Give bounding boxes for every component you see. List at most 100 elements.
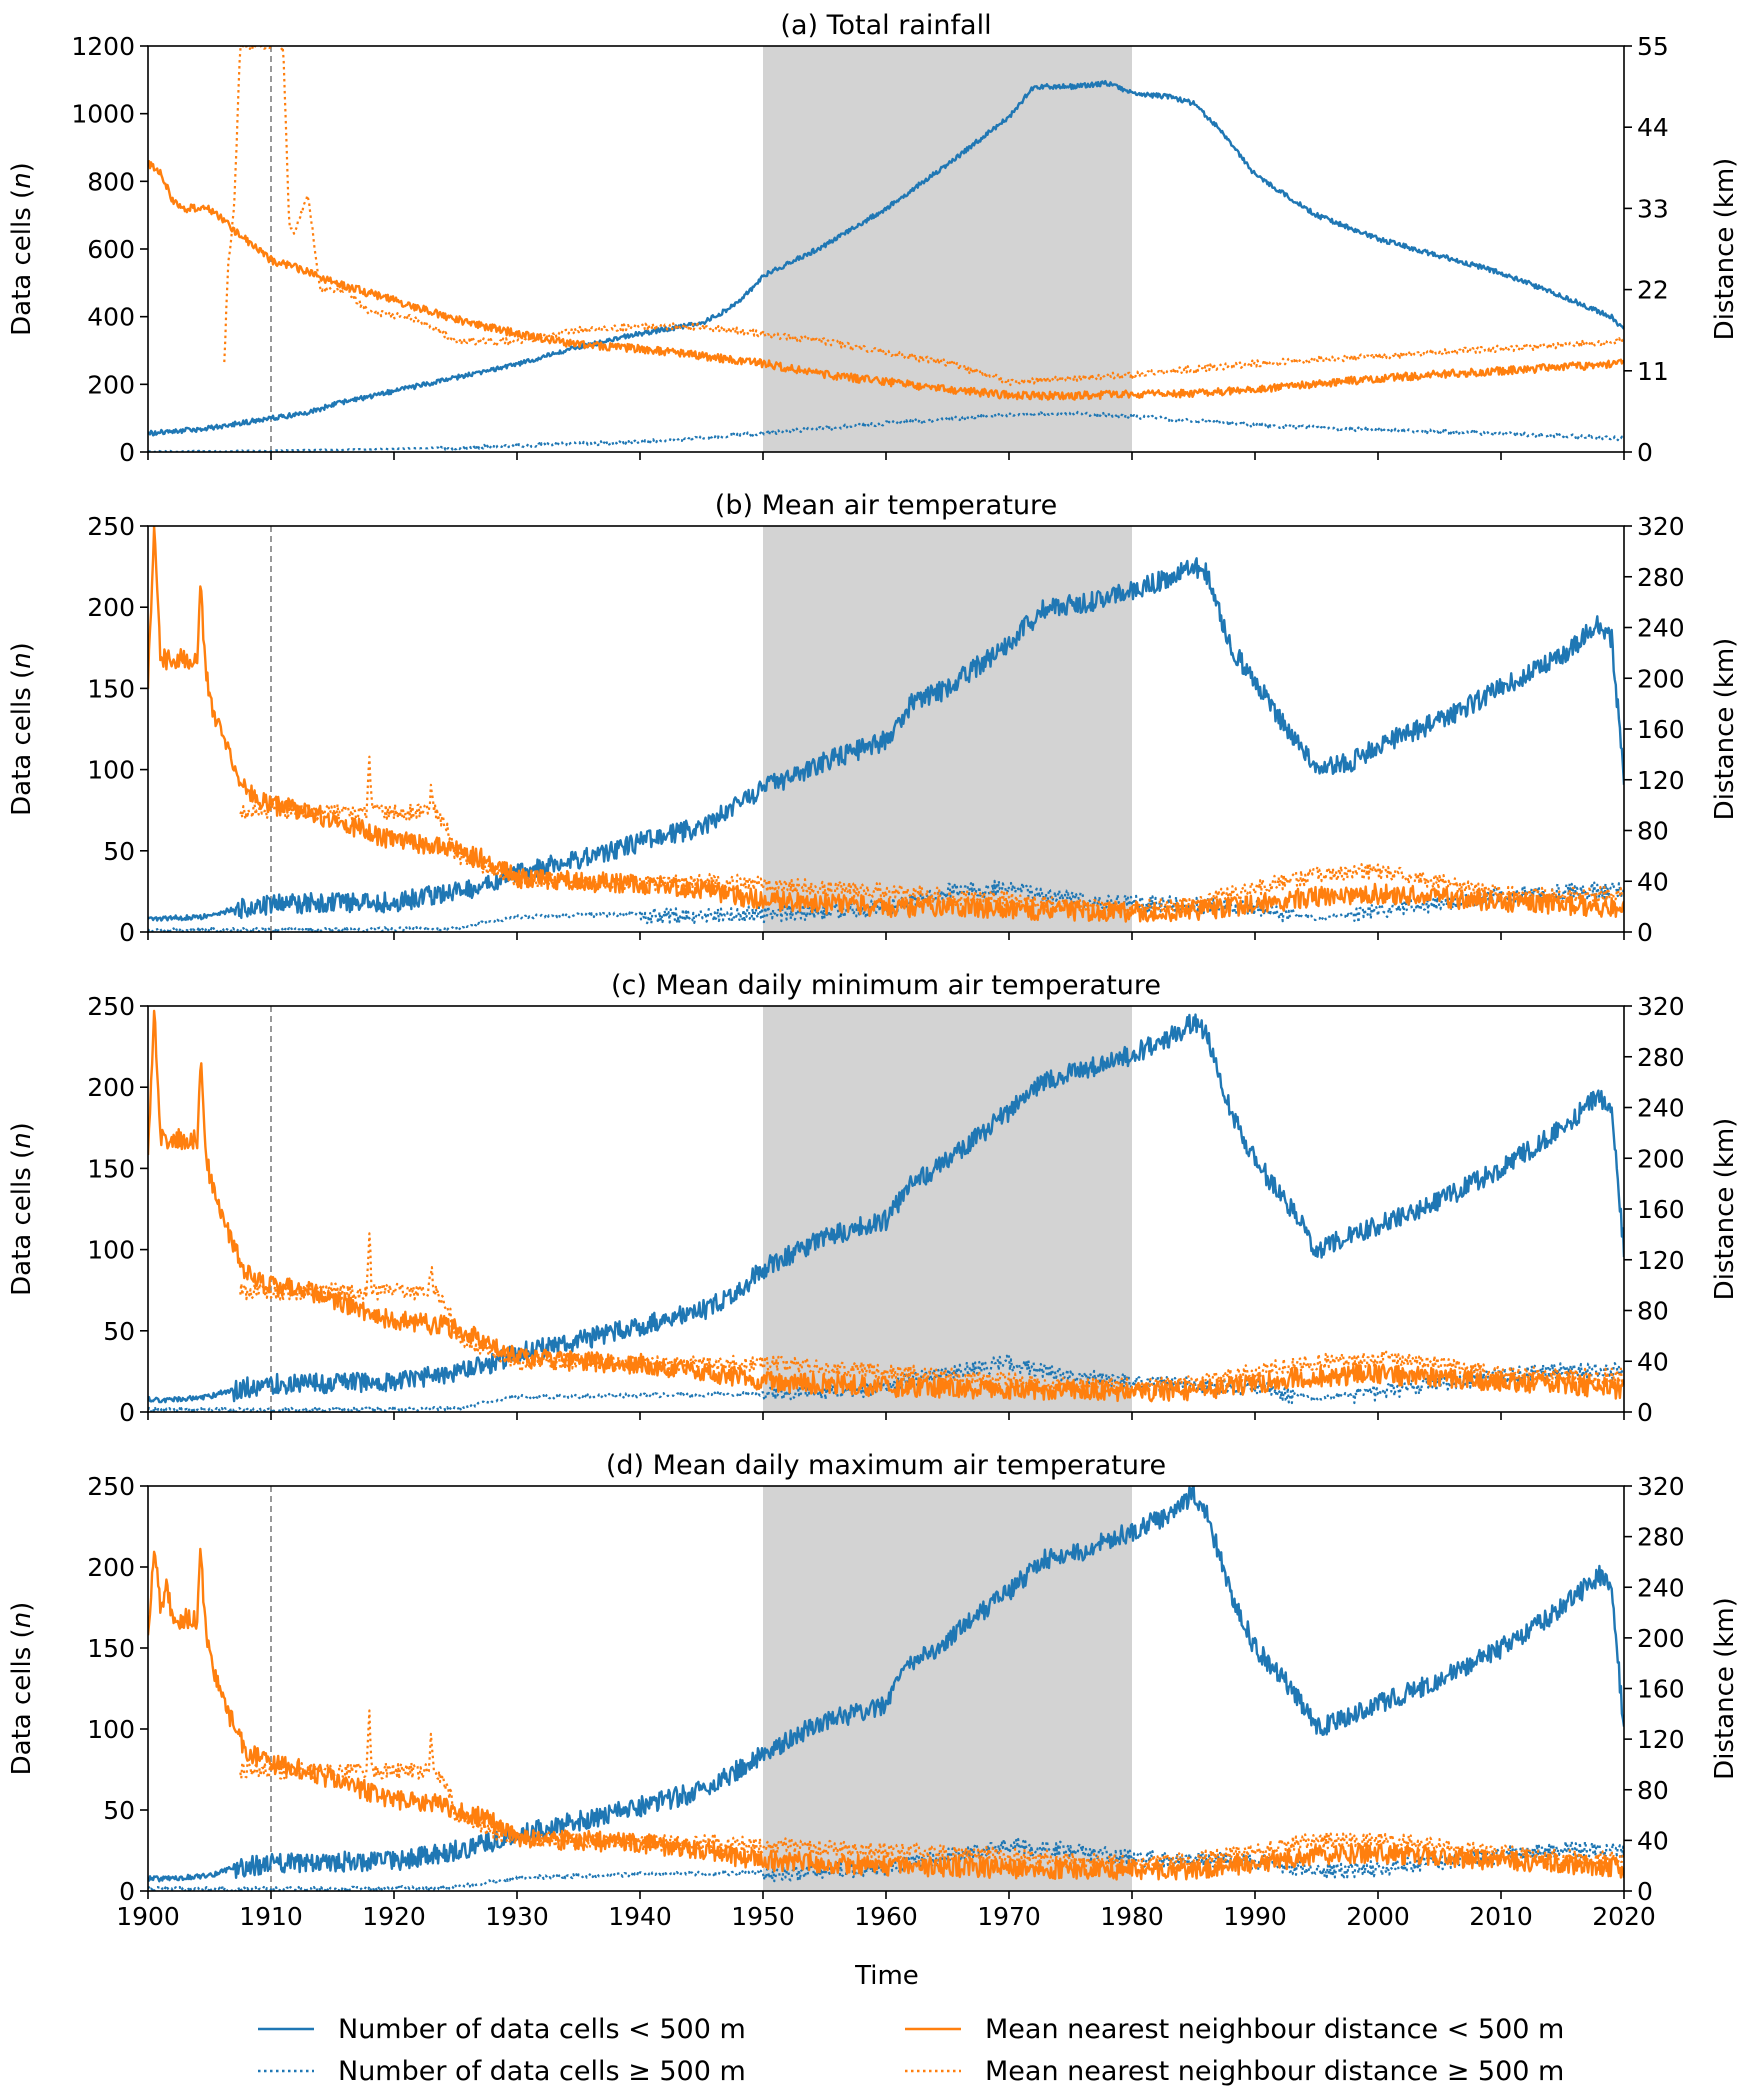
y-tick-label: 0 bbox=[119, 438, 135, 467]
y-tick-label: 200 bbox=[87, 370, 135, 399]
shaded-period bbox=[763, 526, 1132, 932]
y-right-tick-label: 320 bbox=[1637, 512, 1685, 541]
y-tick-label: 600 bbox=[87, 235, 135, 264]
legend-label-4: Mean nearest neighbour distance ≥ 500 m bbox=[985, 2056, 1564, 2086]
y-tick-label: 150 bbox=[87, 1634, 135, 1663]
y-tick-label: 1000 bbox=[71, 100, 135, 129]
series-line-1 bbox=[148, 1013, 1624, 1404]
y-right-tick-label: 200 bbox=[1637, 664, 1685, 693]
shaded-period bbox=[763, 46, 1132, 452]
y-right-tick-label: 240 bbox=[1637, 614, 1685, 643]
x-tick-label: 2000 bbox=[1346, 1902, 1410, 1931]
panel-title: (b) Mean air temperature bbox=[715, 490, 1057, 521]
x-tick-label: 2020 bbox=[1592, 1902, 1656, 1931]
series-line-3 bbox=[148, 526, 1624, 923]
y-right-tick-label: 22 bbox=[1637, 276, 1669, 305]
y-right-tick-label: 0 bbox=[1637, 1877, 1653, 1906]
x-tick-label: 1950 bbox=[731, 1902, 795, 1931]
panels: (a) Total rainfall0200400600800100012000… bbox=[7, 10, 1740, 1931]
series-line-4 bbox=[239, 1709, 1624, 1872]
panel-b: (b) Mean air temperature 0 50 100 150 200 250 0… bbox=[7, 490, 1740, 947]
y-right-tick-label: 40 bbox=[1637, 867, 1669, 896]
y-axis-label-right: Distance (km) bbox=[1710, 1597, 1740, 1780]
y-axis-label: Data cells (n) bbox=[7, 1122, 37, 1296]
panel-title: (d) Mean daily maximum air temperature bbox=[606, 1450, 1166, 1481]
legend-label-1: Number of data cells < 500 m bbox=[338, 2014, 746, 2045]
y-tick-label: 800 bbox=[87, 167, 135, 196]
y-tick-label: 100 bbox=[87, 756, 135, 785]
x-tick-label: 2010 bbox=[1469, 1902, 1533, 1931]
y-right-tick-label: 280 bbox=[1637, 1043, 1685, 1072]
legend: Number of data cells < 500 m Number of da… bbox=[258, 2014, 1564, 2086]
panel-a: (a) Total rainfall 0 200 400 600 800 1000 1200 0… bbox=[7, 10, 1740, 467]
x-tick-label: 1990 bbox=[1223, 1902, 1287, 1931]
y-right-tick-label: 200 bbox=[1637, 1144, 1685, 1173]
y-right-tick-label: 240 bbox=[1637, 1573, 1685, 1602]
x-tick-label: 1960 bbox=[854, 1902, 918, 1931]
series-group bbox=[148, 526, 1624, 932]
y-tick-label: 250 bbox=[87, 512, 135, 541]
y-right-tick-label: 44 bbox=[1637, 113, 1669, 142]
y-axis-label-right: Distance (km) bbox=[1710, 158, 1740, 341]
panel-title: (c) Mean daily minimum air temperature bbox=[611, 970, 1161, 1001]
y-right-tick-label: 0 bbox=[1637, 1398, 1653, 1427]
x-tick-label: 1970 bbox=[977, 1902, 1041, 1931]
x-tick-label: 1910 bbox=[239, 1902, 303, 1931]
panel-c: (c) Mean daily minimum air temperature 0 5… bbox=[7, 970, 1740, 1427]
series-line-1 bbox=[148, 79, 1624, 437]
y-tick-label: 0 bbox=[119, 1877, 135, 1906]
y-tick-label: 150 bbox=[87, 1154, 135, 1183]
legend-label-3: Mean nearest neighbour distance < 500 m bbox=[985, 2014, 1564, 2045]
y-tick-label: 200 bbox=[87, 593, 135, 622]
y-tick-label: 250 bbox=[87, 992, 135, 1021]
x-tick-label: 1940 bbox=[608, 1902, 672, 1931]
panel-title: (a) Total rainfall bbox=[780, 10, 991, 41]
y-right-tick-label: 40 bbox=[1637, 1826, 1669, 1855]
y-right-tick-label: 0 bbox=[1637, 438, 1653, 467]
series-line-2 bbox=[148, 410, 1624, 452]
y-tick-label: 50 bbox=[103, 1796, 135, 1825]
y-tick-label: 150 bbox=[87, 674, 135, 703]
series-group bbox=[148, 46, 1624, 452]
y-right-tick-label: 160 bbox=[1637, 715, 1685, 744]
y-right-tick-label: 160 bbox=[1637, 1195, 1685, 1224]
y-right-tick-label: 200 bbox=[1637, 1624, 1685, 1653]
y-tick-label: 200 bbox=[87, 1553, 135, 1582]
y-right-tick-label: 80 bbox=[1637, 1297, 1669, 1326]
y-right-tick-label: 320 bbox=[1637, 992, 1685, 1021]
series-line-4 bbox=[223, 46, 1624, 387]
y-tick-label: 1200 bbox=[71, 32, 135, 61]
y-right-tick-label: 120 bbox=[1637, 1246, 1685, 1275]
x-tick-label: 1980 bbox=[1100, 1902, 1164, 1931]
series-line-1 bbox=[148, 557, 1624, 922]
series-group bbox=[148, 1009, 1624, 1412]
panel-d: (d) Mean daily maximum air temperature 0 5… bbox=[7, 1450, 1740, 1931]
y-right-tick-label: 120 bbox=[1637, 1725, 1685, 1754]
y-right-tick-label: 55 bbox=[1637, 32, 1669, 61]
y-right-tick-label: 11 bbox=[1637, 357, 1669, 386]
y-axis-label: Data cells (n) bbox=[7, 162, 37, 336]
y-axis-label: Data cells (n) bbox=[7, 642, 37, 816]
y-tick-label: 400 bbox=[87, 303, 135, 332]
series-line-3 bbox=[148, 1547, 1624, 1881]
series-line-4 bbox=[239, 755, 1624, 916]
y-axis-label-right: Distance (km) bbox=[1710, 1118, 1740, 1301]
y-right-tick-label: 80 bbox=[1637, 1776, 1669, 1805]
y-tick-label: 250 bbox=[87, 1472, 135, 1501]
y-axis-label: Data cells (n) bbox=[7, 1602, 37, 1776]
x-tick-label: 1900 bbox=[116, 1902, 180, 1931]
y-right-tick-label: 40 bbox=[1637, 1347, 1669, 1376]
y-right-tick-label: 33 bbox=[1637, 194, 1669, 223]
y-right-tick-label: 320 bbox=[1637, 1472, 1685, 1501]
series-line-4 bbox=[239, 1232, 1624, 1396]
y-right-tick-label: 280 bbox=[1637, 1523, 1685, 1552]
y-right-tick-label: 80 bbox=[1637, 817, 1669, 846]
series-line-1 bbox=[148, 1486, 1624, 1883]
y-tick-label: 50 bbox=[103, 837, 135, 866]
y-right-tick-label: 240 bbox=[1637, 1094, 1685, 1123]
y-tick-label: 0 bbox=[119, 918, 135, 947]
y-right-tick-label: 160 bbox=[1637, 1675, 1685, 1704]
series-line-2 bbox=[148, 1354, 1624, 1412]
series-line-3 bbox=[148, 159, 1624, 401]
